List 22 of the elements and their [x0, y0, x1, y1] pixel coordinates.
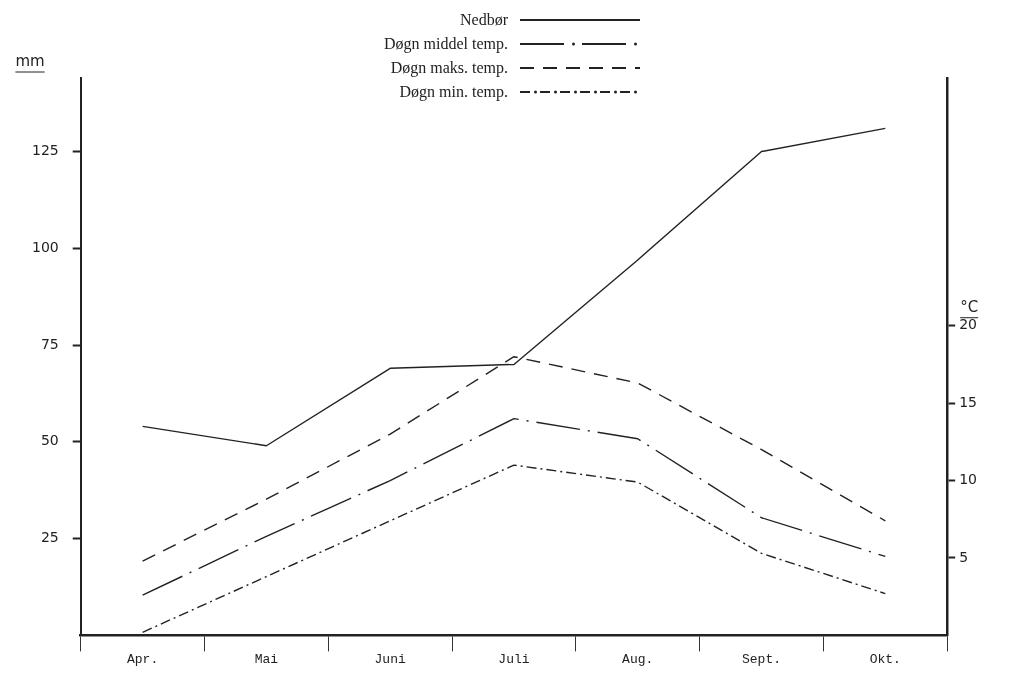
x-tick-label: Aug. [622, 651, 654, 667]
y-tick-label: 50 [40, 432, 59, 449]
y2-tick-label: 15 [959, 393, 978, 410]
legend-label: Døgn middel temp. [383, 35, 508, 53]
y2-tick-label: 5 [959, 548, 969, 565]
x-tick-label: Juli [498, 651, 530, 667]
x-tick-label: Okt. [869, 651, 901, 667]
y2-tick-label: 20 [959, 316, 978, 333]
y2-tick-label: 10 [959, 471, 978, 488]
x-tick-label: Mai [254, 651, 279, 667]
x-tick-label: Sept. [742, 651, 782, 667]
y-axis-title: mm [15, 52, 45, 71]
y-tick-label: 125 [31, 142, 59, 159]
y-tick-label: 100 [31, 238, 59, 255]
legend-label: Døgn maks. temp. [389, 59, 508, 77]
x-tick-label: Apr. [127, 651, 159, 667]
x-tick-label: Juni [374, 651, 406, 667]
legend-label: Døgn min. temp. [398, 83, 508, 101]
y-tick-label: 25 [40, 529, 59, 546]
y-tick-label: 75 [40, 335, 59, 352]
legend-label: Nedbør [459, 11, 508, 29]
y2-axis-title: °C [960, 298, 979, 317]
